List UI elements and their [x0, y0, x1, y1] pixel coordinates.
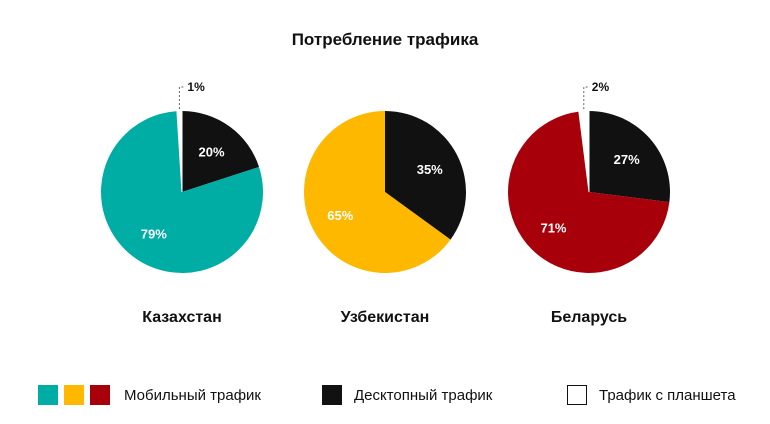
slice-label-mobile-беларусь: 71% [540, 221, 566, 236]
legend-tablet: Трафик с планшета [567, 383, 736, 407]
legend-label-tablet: Трафик с планшета [599, 386, 736, 404]
slice-label-desktop-беларусь: 27% [614, 152, 640, 167]
pie-label-казахстан: Казахстан [142, 309, 222, 326]
pie-label-узбекистан: Узбекистан [341, 309, 430, 326]
pie-беларусь: 27% 71% 2% Беларусь [508, 80, 670, 326]
slice-label-mobile-казахстан: 79% [141, 227, 167, 242]
slice-label-desktop-узбекистан: 35% [417, 162, 443, 177]
slice-label-tablet-казахстан: 1% [187, 80, 205, 94]
slice-desktop-беларусь [589, 111, 670, 203]
slice-tablet-казахстан [176, 110, 183, 193]
slice-mobile-беларусь [508, 111, 670, 274]
legend-label-desktop: Десктопный трафик [354, 386, 493, 404]
legend-swatch-mobile-3 [90, 385, 110, 405]
slice-mobile-казахстан [101, 111, 264, 273]
legend-label-mobile: Мобильный трафик [124, 386, 261, 404]
slice-tablet-беларусь [578, 110, 590, 193]
legend-desktop: Десктопный трафик [322, 383, 492, 407]
slice-mobile-узбекистан [303, 111, 451, 274]
legend-mobile: Мобильный трафик [38, 383, 261, 407]
slice-label-mobile-узбекистан: 65% [327, 208, 353, 223]
chart-title: Потребление трафика [291, 30, 479, 49]
slice-label-tablet-беларусь: 2% [592, 80, 610, 94]
slice-desktop-узбекистан [385, 111, 466, 240]
legend-swatch-tablet [567, 385, 587, 405]
leader-line-казахстан [178, 86, 186, 110]
pie-узбекистан: 35% 65% Узбекистан [303, 111, 466, 326]
legend-swatch-mobile-2 [64, 385, 84, 405]
pie-label-беларусь: Беларусь [551, 309, 627, 326]
slice-label-desktop-казахстан: 20% [199, 144, 225, 159]
leader-line-беларусь [583, 86, 590, 110]
slice-desktop-казахстан [182, 111, 260, 192]
pie-казахстан: 20% 79% 1% Казахстан [101, 80, 264, 326]
legend-swatch-mobile-1 [38, 385, 58, 405]
legend-swatch-desktop [322, 385, 342, 405]
